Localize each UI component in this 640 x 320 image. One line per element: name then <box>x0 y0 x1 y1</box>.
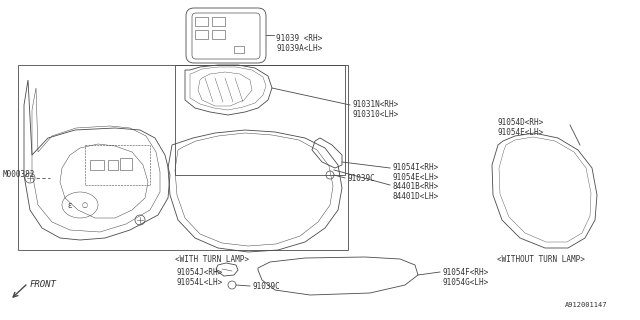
Bar <box>175 65 345 175</box>
Bar <box>195 30 208 39</box>
Text: 91054D<RH>
91054E<LH>: 91054D<RH> 91054E<LH> <box>497 118 543 137</box>
Text: <WITHOUT TURN LAMP>: <WITHOUT TURN LAMP> <box>497 255 585 264</box>
Bar <box>195 17 208 26</box>
Bar <box>234 46 244 53</box>
Bar <box>90 160 104 170</box>
Bar <box>18 65 348 250</box>
Text: 91039C: 91039C <box>347 174 375 183</box>
Text: <WITH TURN LAMP>: <WITH TURN LAMP> <box>175 255 249 264</box>
Text: 91054J<RH>
91054L<LH>: 91054J<RH> 91054L<LH> <box>176 268 222 287</box>
Text: 91054I<RH>
91054E<LH>: 91054I<RH> 91054E<LH> <box>392 163 438 182</box>
Text: 91054F<RH>
91054G<LH>: 91054F<RH> 91054G<LH> <box>442 268 488 287</box>
Bar <box>212 30 225 39</box>
Text: ε: ε <box>68 201 72 210</box>
Text: A912001147: A912001147 <box>565 302 607 308</box>
Bar <box>212 17 225 26</box>
Bar <box>85 145 150 185</box>
Text: 84401B<RH>
84401D<LH>: 84401B<RH> 84401D<LH> <box>392 182 438 201</box>
Text: 91039C: 91039C <box>252 282 280 291</box>
Text: M000382: M000382 <box>3 170 35 179</box>
Text: FRONT: FRONT <box>30 280 57 289</box>
Text: 91031N<RH>
910310<LH>: 91031N<RH> 910310<LH> <box>352 100 398 119</box>
Text: 91039 <RH>
91039A<LH>: 91039 <RH> 91039A<LH> <box>276 34 323 53</box>
Bar <box>120 158 132 170</box>
Bar <box>108 160 118 170</box>
Text: ○: ○ <box>82 202 88 208</box>
